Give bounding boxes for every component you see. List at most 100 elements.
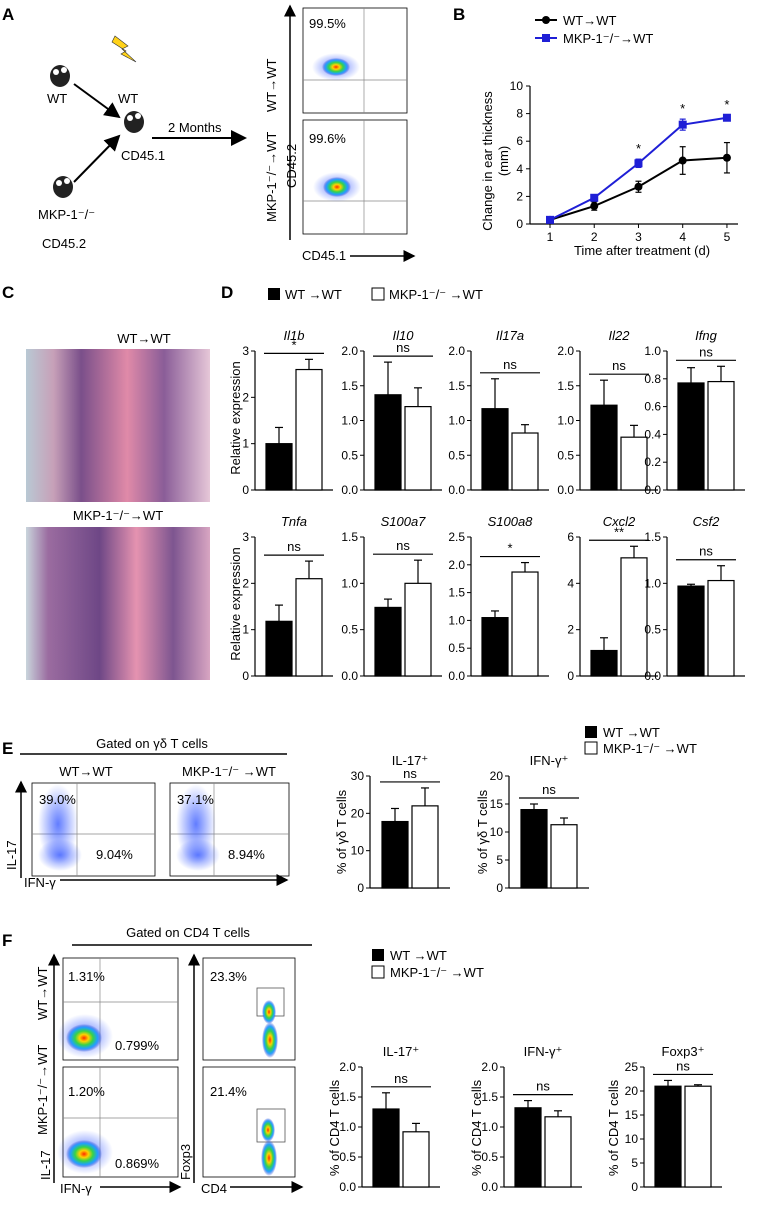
y-tick-label: 0.5: [448, 448, 465, 462]
histology-label-top: WT→WT: [117, 331, 170, 346]
legend-label-d-mkp: MKP-1⁻/⁻ →WT: [389, 287, 483, 302]
significance-b: *: [680, 101, 685, 116]
bar-mkp: [620, 436, 648, 491]
y-tick-label: 2.0: [448, 558, 465, 572]
y-axis-label-a: CD45.2: [284, 144, 299, 188]
significance-label: *: [291, 337, 296, 352]
y-tick-label: 2: [242, 576, 249, 590]
legend-swatch-e-mkp: [584, 741, 598, 755]
data-point-b: [678, 156, 687, 165]
data-point-b: [634, 159, 643, 168]
y-tick-label: 0: [567, 669, 574, 683]
y-tick-label: 0.0: [448, 483, 465, 497]
bar-wt: [654, 1085, 682, 1188]
bar-mkp: [684, 1085, 712, 1188]
y-axis-title-d-1: Relative expression: [228, 361, 243, 474]
chart-d: WT →WT MKP-1⁻/⁻ →WT 0 1 2 3 *Il1b 0.0 0.5 1.0 1.5 2…: [228, 287, 745, 683]
legend-label-f-wt: WT →WT: [390, 948, 447, 963]
y-axis-title-f-3: % of CD4 T cells: [606, 1079, 621, 1176]
y-tick-label: 1.5: [644, 530, 661, 544]
recipient-cd-label: CD45.1: [121, 148, 165, 163]
bar-wt: [514, 1107, 542, 1188]
significance-label: ns: [676, 1058, 690, 1073]
data-point-b: [722, 153, 731, 162]
histology-image-wt: [26, 349, 210, 502]
plot-title: IFN-γ⁺: [524, 1044, 563, 1059]
y-tick-label: 2.0: [448, 344, 465, 358]
y-tick-label: 10: [625, 1132, 639, 1146]
legend-label-e-wt: WT →WT: [603, 725, 660, 740]
significance-b: *: [724, 97, 729, 112]
y-tick-label: 0.0: [448, 669, 465, 683]
y-tick-label: 1: [242, 623, 249, 637]
y-axis-label-f1: IL-17: [38, 1150, 53, 1180]
y-axis-title-f-1: % of CD4 T cells: [327, 1079, 342, 1176]
data-point-b: [634, 182, 643, 191]
facs-plot-f4: [202, 1066, 296, 1178]
pct-a1: 99.5%: [309, 16, 346, 31]
pct-e2-ul: 37.1%: [177, 792, 214, 807]
bar-wt: [381, 820, 409, 889]
row-label-f1: WT→WT: [35, 967, 50, 1020]
y-axis-title-b-2: (mm): [496, 146, 511, 176]
x-axis-title-b: Time after treatment (d): [574, 243, 710, 258]
y-tick-label: 0: [242, 483, 249, 497]
plot-title: Ifng: [695, 328, 717, 343]
chart-f: WT →WT MKP-1⁻/⁻ →WT 0.0 0.5 1.0 1.5 2.0 ns IL-17…: [327, 948, 722, 1194]
data-point-b: [590, 202, 599, 211]
y-tick-label: 0.5: [557, 448, 574, 462]
gate-label-f: Gated on CD4 T cells: [126, 925, 250, 940]
y-tick-label: 3: [242, 530, 249, 544]
panel-label-f: F: [2, 931, 12, 950]
pct-e1-lr: 9.04%: [96, 847, 133, 862]
y-tick-label-b: 2: [516, 189, 523, 203]
duration-label: 2 Months: [168, 120, 222, 135]
bar-wt: [590, 404, 618, 491]
y-tick-label: 2.5: [448, 530, 465, 544]
y-tick-label: 20: [625, 1084, 639, 1098]
y-tick-label: 0: [242, 669, 249, 683]
bar-wt: [374, 606, 402, 677]
data-point-b: [678, 120, 687, 129]
histology-image-mkp: [26, 527, 210, 680]
y-tick-label: 5: [631, 1156, 638, 1170]
y-tick-label-b: 8: [516, 107, 523, 121]
significance-label: ns: [542, 782, 556, 797]
y-tick-label: 0.8: [644, 372, 661, 386]
y-tick-label: 2: [242, 390, 249, 404]
legend-label-b-0: WT→WT: [563, 13, 616, 28]
col-label-e1: WT→WT: [59, 764, 112, 779]
significance-label: ns: [612, 358, 626, 373]
significance-label: ns: [699, 544, 713, 559]
y-tick-label: 0: [357, 881, 364, 895]
y-tick-label: 4: [567, 576, 574, 590]
series-line-b-1: [549, 116, 728, 221]
y-tick-label: 1.0: [341, 576, 358, 590]
legend-swatch-d-wt: [268, 288, 280, 300]
bar-wt: [520, 808, 548, 889]
legend-swatch-d-mkp: [371, 287, 385, 301]
pct-e2-lr: 8.94%: [228, 847, 265, 862]
y-tick-label: 0.0: [481, 1180, 498, 1194]
significance-label: ns: [287, 539, 301, 554]
x-axis-label-e: IFN-γ: [24, 875, 56, 890]
row-label-mkp: MKP-1⁻/⁻→WT: [264, 132, 279, 222]
bar-mkp: [295, 578, 323, 677]
y-tick-label: 0.2: [644, 455, 661, 469]
y-tick-label: 2.0: [557, 344, 574, 358]
y-tick-label-b: 0: [516, 217, 523, 231]
data-point-b: [722, 113, 731, 122]
legend-label-d-wt: WT →WT: [285, 287, 342, 302]
plot-title: Il17a: [496, 328, 524, 343]
legend-swatch-f-mkp: [371, 965, 385, 979]
plot-title: Il1b: [284, 328, 305, 343]
row-label-f2: MKP-1⁻/⁻→WT: [35, 1045, 50, 1135]
panel-label-e: E: [2, 739, 13, 758]
y-tick-label: 10: [490, 825, 504, 839]
y-tick-label: 3: [242, 344, 249, 358]
y-axis-title-b-1: Change in ear thickness: [480, 91, 495, 231]
plot-title: Foxp3⁺: [662, 1044, 705, 1059]
data-point-b: [590, 193, 599, 202]
pct-a2: 99.6%: [309, 131, 346, 146]
